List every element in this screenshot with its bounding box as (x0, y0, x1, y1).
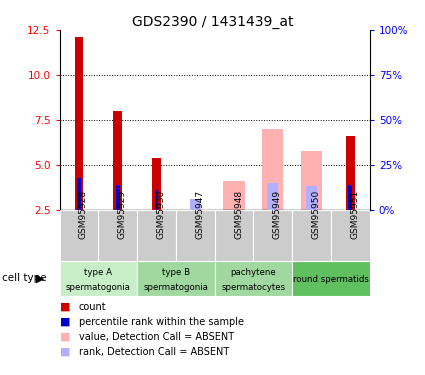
Bar (137, 210, 176, 261)
Text: ▶: ▶ (36, 273, 45, 284)
Bar (60, 261, 137, 296)
Text: cell type: cell type (2, 273, 47, 284)
Bar (301, 151, 322, 210)
Text: ■: ■ (60, 302, 70, 312)
Text: GSM95950: GSM95950 (312, 189, 320, 238)
Bar (113, 111, 122, 210)
Bar (267, 183, 278, 210)
Bar (262, 129, 283, 210)
Bar (77, 178, 81, 210)
Text: rank, Detection Call = ABSENT: rank, Detection Call = ABSENT (79, 347, 229, 357)
Text: GSM95947: GSM95947 (195, 189, 204, 238)
Text: type A: type A (84, 267, 112, 276)
Bar (224, 181, 245, 210)
Text: type B: type B (162, 267, 190, 276)
Bar (215, 261, 292, 296)
Bar (98, 210, 137, 261)
Text: pachytene: pachytene (230, 267, 276, 276)
Text: GSM95948: GSM95948 (234, 189, 243, 238)
Bar (116, 185, 119, 210)
Text: spermatocytes: spermatocytes (221, 283, 286, 292)
Bar (331, 210, 370, 261)
Text: GDS2390 / 1431439_at: GDS2390 / 1431439_at (132, 15, 293, 29)
Text: GSM95951: GSM95951 (350, 189, 360, 238)
Bar (75, 37, 83, 210)
Text: round spermatids: round spermatids (293, 275, 369, 284)
Bar (306, 186, 317, 210)
Text: spermatogonia: spermatogonia (66, 283, 131, 292)
Bar (215, 210, 253, 261)
Text: value, Detection Call = ABSENT: value, Detection Call = ABSENT (79, 332, 234, 342)
Text: GSM95928: GSM95928 (79, 189, 88, 238)
Bar (152, 158, 161, 210)
Text: GSM95929: GSM95929 (118, 189, 127, 238)
Bar (346, 136, 354, 210)
Text: count: count (79, 302, 106, 312)
Text: ■: ■ (60, 317, 70, 327)
Text: percentile rank within the sample: percentile rank within the sample (79, 317, 244, 327)
Text: ■: ■ (60, 347, 70, 357)
Bar (292, 261, 370, 296)
Bar (292, 210, 331, 261)
Bar (253, 210, 292, 261)
Bar (60, 210, 98, 261)
Bar (190, 199, 201, 210)
Text: GSM95949: GSM95949 (273, 189, 282, 238)
Text: ■: ■ (60, 332, 70, 342)
Bar (176, 210, 215, 261)
Bar (348, 185, 352, 210)
Text: spermatogonia: spermatogonia (143, 283, 208, 292)
Bar (155, 190, 159, 210)
Text: GSM95930: GSM95930 (156, 189, 165, 238)
Bar (137, 261, 215, 296)
